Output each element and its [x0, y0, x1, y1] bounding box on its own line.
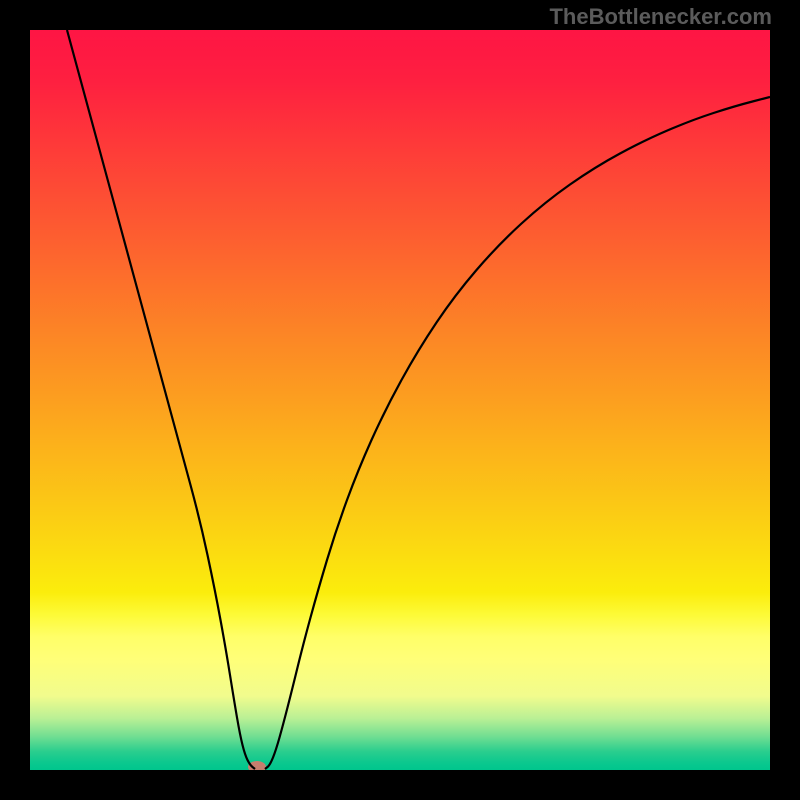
- chart-container: TheBottlenecker.com: [0, 0, 800, 800]
- watermark-text: TheBottlenecker.com: [549, 4, 772, 30]
- curve-right-branch: [265, 97, 770, 769]
- plot-area: [30, 30, 770, 770]
- curve-layer: [30, 30, 770, 770]
- curve-left-branch: [67, 30, 255, 769]
